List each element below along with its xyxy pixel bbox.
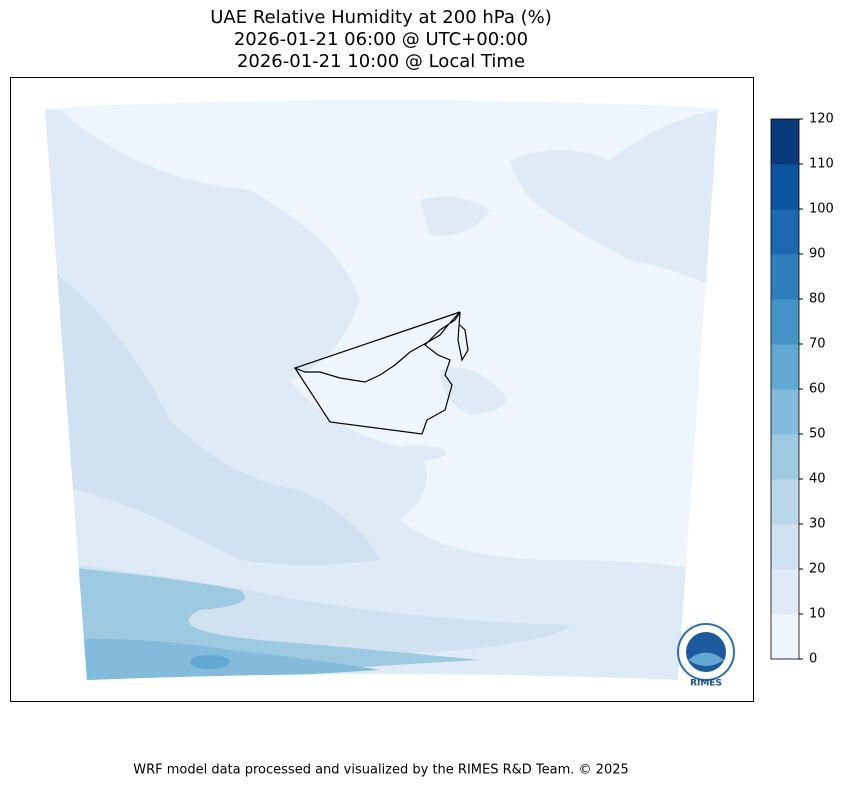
colorbar-band [771, 119, 799, 165]
logo: RIMES [677, 623, 735, 689]
colorbar-band [771, 299, 799, 345]
colorbar-tick-label: 0 [809, 652, 817, 667]
colorbar-tick-label: 60 [809, 382, 826, 397]
colorbar-tick-label: 80 [809, 292, 826, 307]
colorbar-tick-label: 30 [809, 517, 826, 532]
colorbar-tick-label: 10 [809, 607, 826, 622]
title-line: 2026-01-21 10:00 @ Local Time [237, 51, 525, 72]
colorbar-tick-label: 120 [809, 112, 834, 127]
colorbar-band [771, 434, 799, 480]
colorbar-band [771, 164, 799, 210]
colorbar-band [771, 569, 799, 615]
title-line: 2026-01-21 06:00 @ UTC+00:00 [234, 29, 528, 50]
colorbar-tick-label: 20 [809, 562, 826, 577]
colorbar-band [771, 254, 799, 300]
colorbar-tick-label: 110 [809, 157, 834, 172]
colorbar-band [771, 614, 799, 660]
colorbar-band [771, 209, 799, 255]
colorbar: 0 10 20 30 40 50 60 70 80 90 100 110 120 [770, 112, 834, 667]
footer: WRF model data processed and visualized … [133, 763, 629, 778]
colorbar-tick-label: 90 [809, 247, 826, 262]
country-border [293, 311, 469, 435]
humidity-field [45, 100, 718, 680]
colorbar-tick-label: 70 [809, 337, 826, 352]
colorbar-band [771, 389, 799, 435]
colorbar-tick-label: 50 [809, 427, 826, 442]
colorbar-tick-label: 40 [809, 472, 826, 487]
colorbar-tick-label: 100 [809, 202, 834, 217]
colorbar-band [771, 524, 799, 570]
colorbar-band [771, 479, 799, 525]
title-line: UAE Relative Humidity at 200 hPa (%) [210, 7, 551, 28]
colorbar-band [771, 344, 799, 390]
logo-text: RIMES [690, 679, 722, 689]
